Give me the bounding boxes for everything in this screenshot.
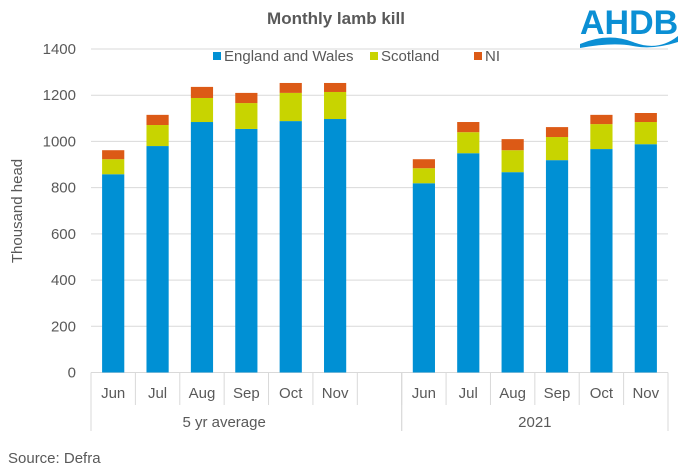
y-tick-label: 400: [51, 272, 76, 289]
legend-label: Scotland: [381, 48, 439, 65]
legend-label: NI: [485, 48, 500, 65]
x-tick-label: Oct: [279, 385, 303, 402]
bar-segment-england-and-wales: [324, 119, 347, 373]
bar-segment-ni: [457, 122, 480, 133]
y-tick-label: 200: [51, 318, 76, 335]
y-tick-label: 1400: [43, 41, 76, 58]
bar-segment-england-and-wales: [102, 174, 125, 373]
logo-wave-icon: [580, 36, 678, 48]
x-tick-label: Aug: [189, 385, 216, 402]
x-tick-label: Sep: [544, 385, 571, 402]
bar-segment-england-and-wales: [634, 144, 657, 373]
bar-segment-scotland: [545, 137, 569, 161]
bar-segment-scotland: [279, 92, 302, 122]
bar-segment-ni: [590, 114, 613, 125]
bar-segment-scotland: [634, 122, 657, 145]
bar-segment-england-and-wales: [457, 153, 480, 373]
bar-segment-ni: [102, 150, 125, 160]
bar-segment-scotland: [501, 150, 524, 173]
bar-segment-ni: [545, 127, 569, 138]
logo-text: AHDB: [580, 4, 678, 42]
bar-segment-ni: [324, 82, 347, 92]
source-note: Source: Defra: [8, 450, 101, 467]
x-tick-label: Jun: [412, 385, 436, 402]
x-tick-label: Aug: [499, 385, 526, 402]
legend-swatch: [370, 52, 378, 60]
y-tick-label: 1200: [43, 87, 76, 104]
y-axis-label: Thousand head: [9, 159, 26, 263]
bar-segment-ni: [412, 159, 435, 169]
bar-segment-england-and-wales: [235, 128, 258, 373]
bar-segment-ni: [279, 82, 302, 93]
chart-title: Monthly lamb kill: [267, 9, 405, 28]
bar-segment-england-and-wales: [545, 160, 569, 373]
bar-segment-england-and-wales: [590, 149, 613, 373]
x-tick-label: Sep: [233, 385, 260, 402]
bar-segment-scotland: [324, 91, 347, 120]
bar-segment-england-and-wales: [412, 183, 435, 373]
bar-segment-england-and-wales: [146, 146, 169, 373]
bar-segment-ni: [634, 113, 657, 123]
bar-segment-scotland: [190, 97, 214, 123]
bar-segment-scotland: [102, 159, 125, 175]
legend-swatch: [213, 52, 221, 60]
bar-segment-scotland: [412, 168, 435, 184]
bar-segment-scotland: [457, 132, 480, 154]
bar-segment-ni: [235, 92, 258, 104]
bar-segment-england-and-wales: [190, 122, 214, 373]
x-tick-label: Nov: [322, 385, 349, 402]
bar-segment-ni: [501, 139, 524, 151]
x-tick-label: Nov: [632, 385, 659, 402]
y-tick-label: 0: [68, 365, 76, 382]
y-tick-label: 600: [51, 226, 76, 243]
ahdb-logo: AHDB: [578, 2, 678, 57]
bar-segment-scotland: [235, 103, 258, 129]
bar-segment-england-and-wales: [279, 121, 302, 373]
y-tick-label: 800: [51, 180, 76, 197]
x-tick-label: Oct: [590, 385, 614, 402]
bar-segment-ni: [190, 86, 214, 98]
bar-segment-scotland: [146, 125, 169, 147]
legend-swatch: [474, 52, 482, 60]
x-tick-label: Jul: [148, 385, 167, 402]
legend-label: England and Wales: [224, 48, 354, 65]
bar-segment-scotland: [590, 124, 613, 150]
bar-segment-england-and-wales: [501, 172, 524, 373]
x-tick-label: Jun: [101, 385, 125, 402]
bar-segment-ni: [146, 114, 169, 126]
group-label: 5 yr average: [182, 414, 265, 431]
x-tick-label: Jul: [459, 385, 478, 402]
y-tick-label: 1000: [43, 133, 76, 150]
group-label: 2021: [518, 414, 551, 431]
